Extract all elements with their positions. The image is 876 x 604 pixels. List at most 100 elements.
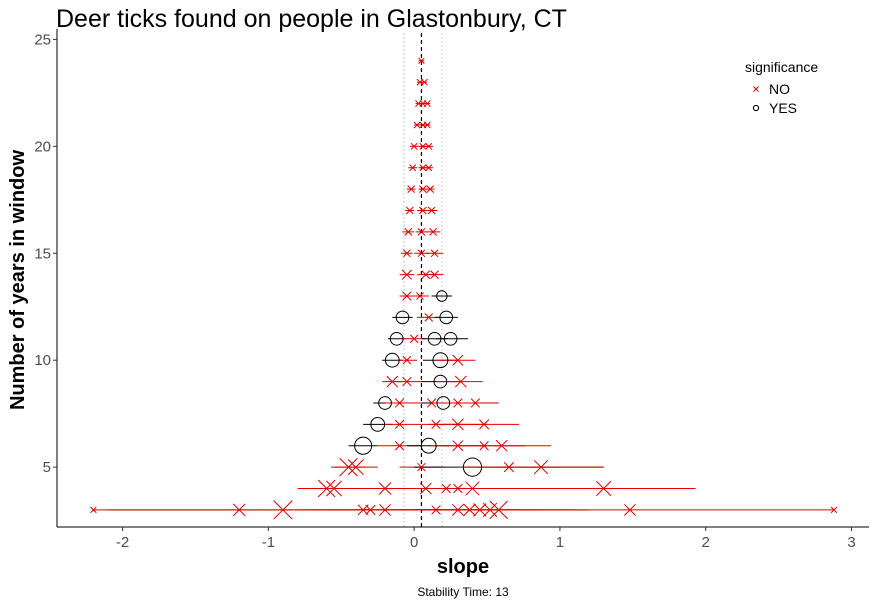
point-x-mark bbox=[430, 249, 439, 258]
x-tick-label: 0 bbox=[410, 534, 418, 551]
point-x-mark bbox=[410, 142, 418, 150]
x-axis-title: slope bbox=[437, 556, 489, 578]
point-x-mark bbox=[623, 503, 636, 516]
x-tick-label: -2 bbox=[116, 534, 129, 551]
point-not-significant bbox=[325, 480, 342, 497]
point-not-significant bbox=[623, 503, 636, 516]
point-x-mark bbox=[472, 503, 487, 517]
point-x-mark bbox=[465, 481, 480, 496]
axes: -2 -1 0 1 2 3 5 10 15 20 25 bbox=[34, 29, 869, 551]
point-x-mark bbox=[317, 479, 336, 498]
point-x-mark bbox=[830, 506, 838, 514]
point-x-mark bbox=[416, 292, 424, 300]
point-not-significant bbox=[423, 100, 431, 108]
point-not-significant bbox=[472, 503, 487, 517]
point-significant bbox=[378, 396, 392, 410]
y-tick-label: 20 bbox=[34, 138, 51, 155]
point-x-mark bbox=[451, 418, 464, 431]
point-not-significant bbox=[413, 121, 421, 129]
point-not-significant bbox=[495, 439, 508, 452]
point-not-significant bbox=[419, 185, 427, 193]
point-not-significant bbox=[425, 164, 433, 172]
point-not-significant bbox=[419, 142, 427, 150]
point-x-mark bbox=[425, 142, 433, 150]
point-x-mark bbox=[417, 228, 426, 236]
point-not-significant bbox=[452, 354, 464, 366]
point-not-significant bbox=[465, 481, 480, 496]
point-not-significant bbox=[401, 269, 412, 280]
point-not-significant bbox=[429, 228, 437, 236]
point-x-mark bbox=[394, 398, 405, 408]
legend: significance NO YES bbox=[745, 59, 818, 116]
y-axis-title: Number of years in window bbox=[7, 150, 29, 410]
y-tick-label: 25 bbox=[34, 31, 51, 48]
point-x-mark bbox=[430, 270, 439, 279]
point-not-significant bbox=[454, 375, 467, 388]
y-tick-label: 15 bbox=[34, 245, 51, 262]
legend-items: NO YES bbox=[752, 81, 797, 116]
point-not-significant bbox=[417, 249, 426, 258]
point-not-significant bbox=[596, 480, 612, 497]
point-not-significant bbox=[427, 206, 436, 215]
legend-key-x bbox=[753, 86, 759, 92]
point-x-mark bbox=[365, 504, 376, 516]
point-x-mark bbox=[401, 269, 412, 280]
point-x-mark bbox=[418, 57, 425, 65]
point-x-mark bbox=[405, 206, 414, 215]
point-not-significant bbox=[386, 375, 399, 388]
point-not-significant bbox=[418, 57, 425, 65]
point-x-mark bbox=[452, 354, 464, 366]
point-x-mark bbox=[402, 291, 412, 301]
point-not-significant bbox=[409, 334, 419, 344]
point-x-mark bbox=[386, 375, 399, 388]
point-x-mark bbox=[479, 419, 490, 430]
point-not-significant bbox=[451, 418, 464, 431]
point-x-mark bbox=[339, 457, 358, 477]
point-significant bbox=[384, 352, 400, 368]
point-not-significant bbox=[430, 249, 439, 258]
point-not-significant bbox=[402, 249, 411, 258]
point-x-mark bbox=[421, 270, 431, 279]
point-x-mark bbox=[394, 441, 405, 451]
point-x-mark bbox=[378, 482, 392, 495]
point-x-mark bbox=[533, 459, 549, 475]
point-not-significant bbox=[417, 462, 426, 472]
point-not-significant bbox=[489, 500, 508, 520]
point-not-significant bbox=[423, 121, 431, 129]
point-x-mark bbox=[404, 228, 413, 236]
point-x-mark bbox=[463, 503, 476, 517]
legend-label: NO bbox=[769, 81, 790, 97]
point-not-significant bbox=[451, 503, 464, 516]
point-significant bbox=[420, 437, 437, 454]
legend-title: significance bbox=[745, 59, 818, 75]
point-x-mark bbox=[413, 121, 421, 129]
point-significant bbox=[432, 352, 449, 369]
point-x-mark bbox=[402, 376, 412, 387]
point-significant bbox=[439, 310, 454, 325]
point-not-significant bbox=[419, 482, 432, 495]
point-not-significant bbox=[378, 482, 392, 495]
point-significant bbox=[436, 396, 451, 410]
point-x-mark bbox=[453, 398, 463, 408]
point-x-mark bbox=[402, 249, 411, 258]
point-not-significant bbox=[394, 441, 405, 451]
point-x-mark bbox=[419, 185, 427, 193]
point-not-significant bbox=[90, 506, 97, 514]
point-x-mark bbox=[454, 375, 467, 388]
y-tick-label: 5 bbox=[43, 459, 51, 476]
point-not-significant bbox=[479, 419, 490, 430]
point-not-significant bbox=[405, 206, 414, 215]
point-x-mark bbox=[489, 500, 508, 520]
point-not-significant bbox=[419, 206, 427, 215]
point-x-mark bbox=[325, 480, 342, 497]
point-not-significant bbox=[365, 504, 376, 516]
point-not-significant bbox=[430, 270, 439, 279]
point-not-significant bbox=[453, 398, 463, 408]
point-not-significant bbox=[421, 270, 431, 279]
x-tick-label: 1 bbox=[556, 534, 564, 551]
point-not-significant bbox=[426, 185, 435, 193]
point-x-mark bbox=[407, 185, 416, 193]
point-x-mark bbox=[495, 439, 508, 452]
point-x-mark bbox=[470, 398, 481, 408]
